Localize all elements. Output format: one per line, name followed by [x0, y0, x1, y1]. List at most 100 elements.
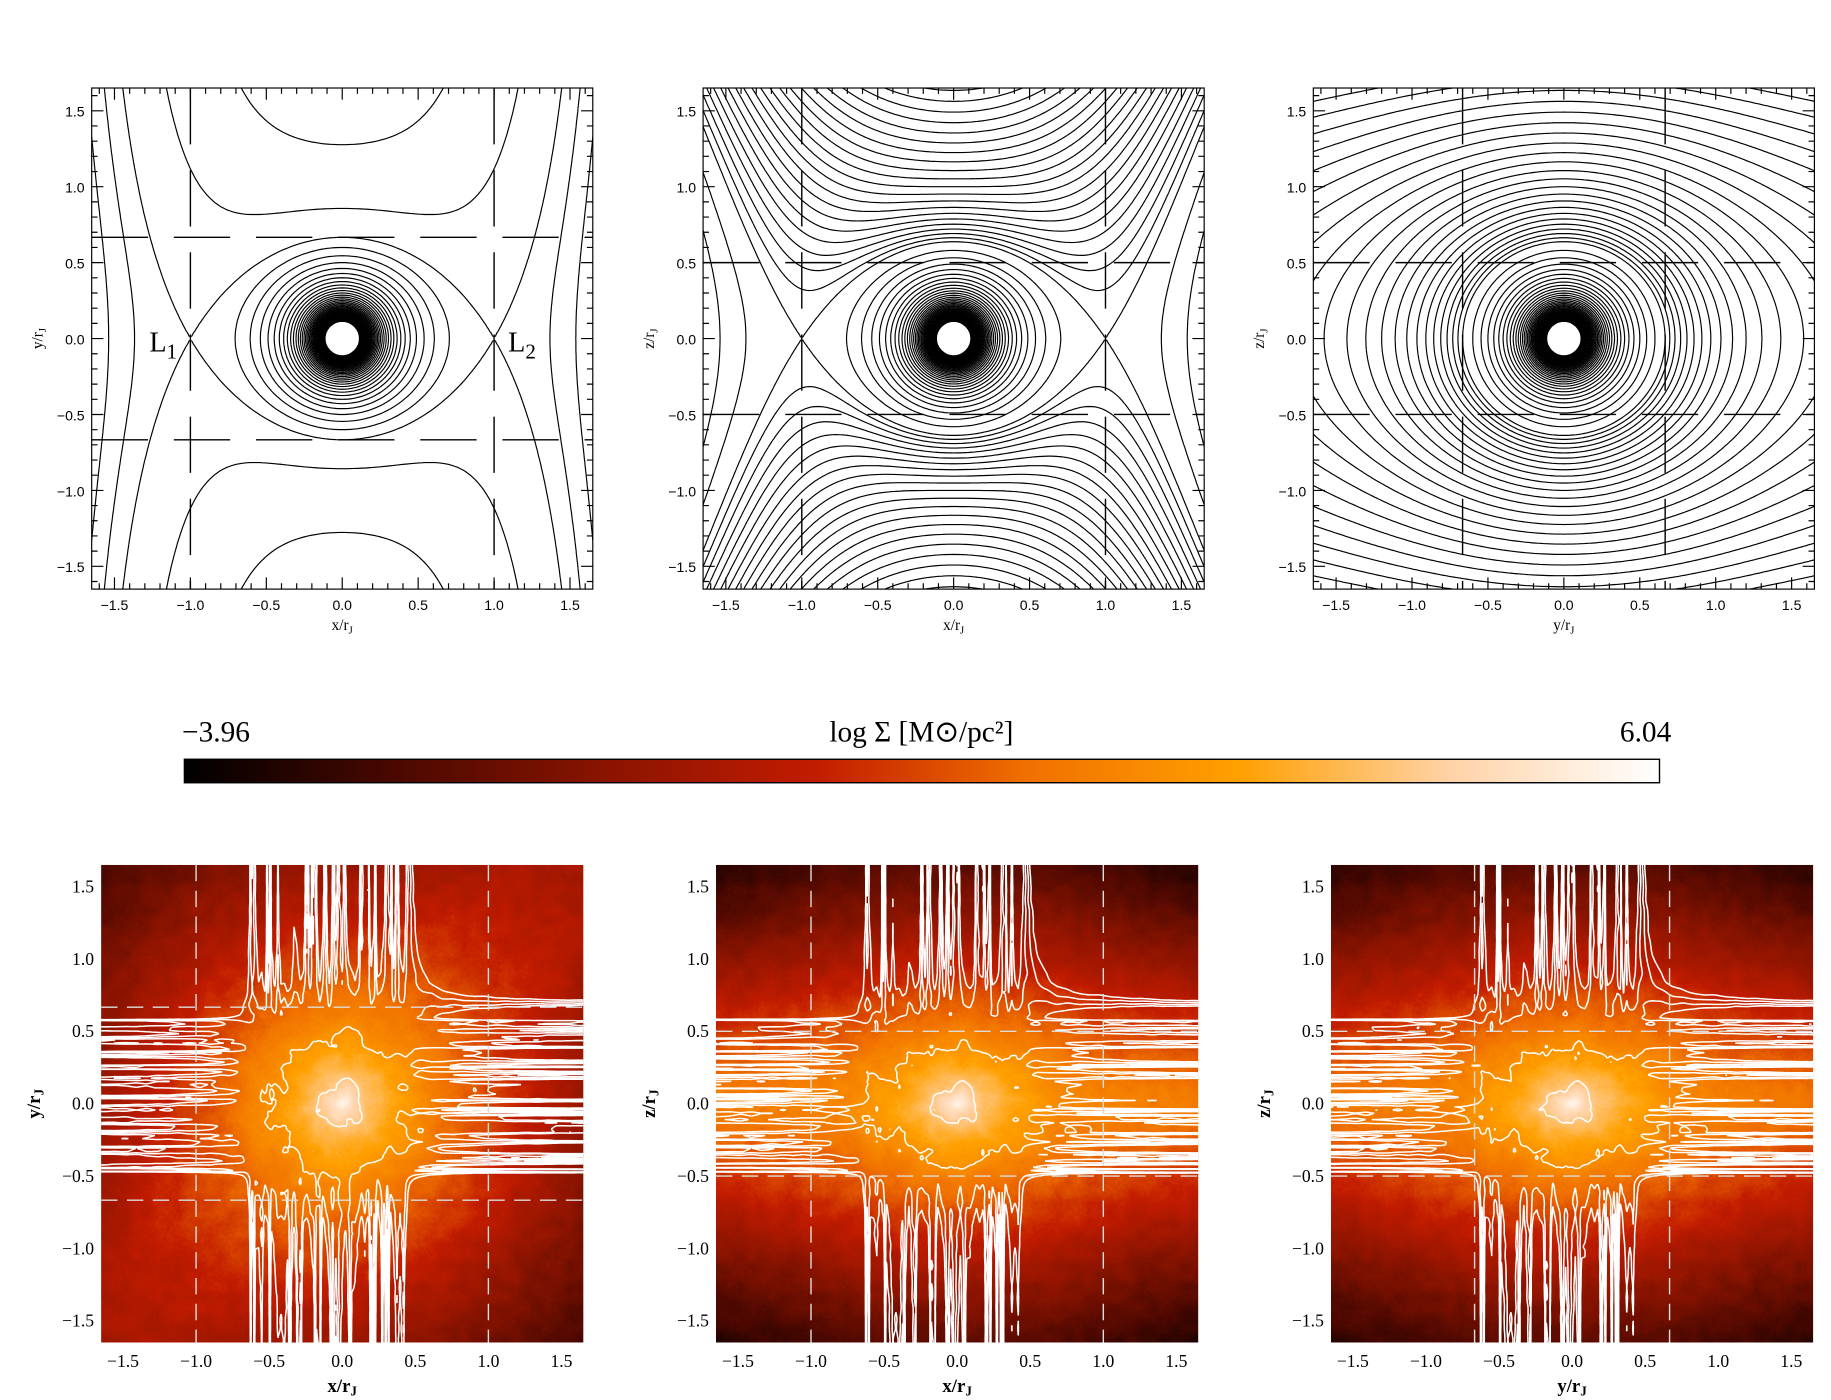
potential-contour [1472, 249, 1656, 428]
y-tick-label: −0.5 [57, 407, 85, 423]
potential-contour [1416, 206, 1712, 471]
potential-contour [871, 263, 1037, 414]
x-tick-label: 1.5 [550, 1351, 572, 1371]
x-tick-label: 1.0 [1706, 597, 1726, 613]
x-tick-label: −0.5 [1483, 1351, 1515, 1371]
potential-contour [1509, 284, 1619, 393]
x-tick-label: 1.5 [1782, 597, 1802, 613]
potential-contour [313, 309, 372, 368]
potential-contour [904, 290, 1004, 387]
potential-contour [1433, 218, 1695, 459]
potential-contour [1381, 186, 1747, 491]
potential-contour [278, 277, 406, 400]
y-tick-label: −1.5 [668, 559, 696, 575]
potential-contour [308, 305, 376, 372]
y-tick-label: −1.5 [57, 559, 85, 575]
potential-contour [1346, 170, 1782, 508]
potential-contour [751, 88, 1156, 590]
colorbar-min-label: −3.96 [182, 717, 250, 749]
y-tick-label: −1.5 [677, 1311, 709, 1331]
y-tick-label: 1.0 [1287, 180, 1307, 196]
potential-contour [313, 310, 371, 367]
potential-contour [760, 88, 1148, 590]
center-marker [339, 335, 346, 342]
potential-contour [165, 88, 519, 590]
x-tick-label: 1.0 [1096, 597, 1116, 613]
y-tick-label: 1.0 [687, 949, 709, 969]
potential-contour [315, 311, 369, 366]
potential-contour [916, 301, 991, 376]
potential-contour [1323, 161, 1805, 516]
y-tick-label: 0.5 [65, 256, 85, 272]
x-axis-label: x/rJ [332, 617, 353, 637]
potential-contour [1537, 312, 1590, 365]
potential-contour [314, 311, 370, 367]
potential-contour [303, 299, 382, 378]
panel-5-heatmap-xz: −1.5 −1.5 −1.0 −1.0 −0.5 −0.5 0.0 0.0 0.5 0.5 1.0 1… [639, 864, 1199, 1399]
panels: −1.5 −1.5 −1.0 −1.0 −0.5 −0.5 0.0 0.0 0.5 0.5 1.0 1… [24, 87, 1815, 1399]
x-tick-label: −1.0 [795, 1351, 827, 1371]
potential-contour [1533, 308, 1594, 369]
x-tick-label: 0.0 [944, 597, 964, 613]
potential-contour [890, 277, 1018, 400]
potential-contour [1512, 287, 1616, 390]
y-tick-label: −1.5 [1278, 559, 1306, 575]
potential-contour [1313, 142, 1815, 535]
x-tick-label: −1.0 [788, 597, 816, 613]
x-axis-label: x/rJ [943, 617, 964, 637]
y-tick-label: −1.5 [1292, 1311, 1324, 1331]
potential-contour [1313, 132, 1815, 545]
y-tick-label: 0.0 [72, 1094, 94, 1114]
axis-ticks [1313, 88, 1815, 590]
potential-contour [259, 262, 425, 416]
potential-contour [914, 300, 993, 378]
density-contour [101, 864, 584, 1343]
potential-contour [1313, 100, 1815, 577]
potential-contour [1546, 320, 1582, 357]
y-tick-label: 0.0 [676, 331, 696, 347]
potential-contour [310, 306, 375, 371]
potential-contour [122, 88, 563, 590]
potential-contour [1536, 311, 1592, 366]
y-tick-label: 1.0 [72, 949, 94, 969]
potential-contour [1313, 89, 1815, 588]
panel-3-contour-yz: −1.5 −1.5 −1.0 −1.0 −0.5 −0.5 0.0 0.0 0.5 0.5 1.0 1… [1251, 87, 1815, 637]
potential-contour [1530, 305, 1597, 372]
potential-contour [311, 307, 374, 370]
potential-contour [884, 273, 1023, 404]
potential-contour [1534, 309, 1593, 368]
x-axis-label: y/rJ [1553, 617, 1574, 637]
potential-contour [706, 88, 1202, 590]
potential-contour [923, 308, 984, 369]
x-tick-label: 0.0 [946, 1351, 968, 1371]
x-tick-label: −0.5 [868, 1351, 900, 1371]
potential-contour [304, 301, 380, 376]
x-tick-label: −1.0 [176, 597, 204, 613]
potential-contour [928, 313, 979, 364]
lagrange-point-label: L1 [149, 327, 177, 363]
potential-contour [1506, 281, 1622, 396]
potential-contour [1440, 223, 1688, 454]
panel-1-contour-xy: −1.5 −1.5 −1.0 −1.0 −0.5 −0.5 0.0 0.0 0.5 0.5 1.0 1… [29, 87, 594, 637]
potential-contour [1462, 241, 1666, 436]
potential-contour [1519, 294, 1608, 383]
potential-contour [926, 311, 982, 366]
potential-contour [727, 88, 1180, 590]
potential-contour [769, 88, 1138, 590]
potential-contour [1537, 311, 1591, 366]
x-tick-label: 1.0 [1707, 1351, 1729, 1371]
potential-contour [295, 292, 390, 385]
y-tick-label: −1.5 [62, 1311, 94, 1331]
potential-contour [924, 309, 983, 368]
axis-ticks [703, 88, 1205, 590]
potential-contour [898, 284, 1010, 393]
y-tick-label: 1.0 [65, 180, 85, 196]
potential-contour [878, 268, 1029, 409]
potential-contour [1446, 228, 1682, 449]
colorbar-max-label: 6.04 [1620, 717, 1672, 749]
potential-contour [286, 284, 398, 393]
x-tick-label: −1.5 [1337, 1351, 1369, 1371]
x-axis-label: x/rJ [942, 1376, 972, 1399]
x-tick-label: 1.0 [477, 1351, 499, 1371]
